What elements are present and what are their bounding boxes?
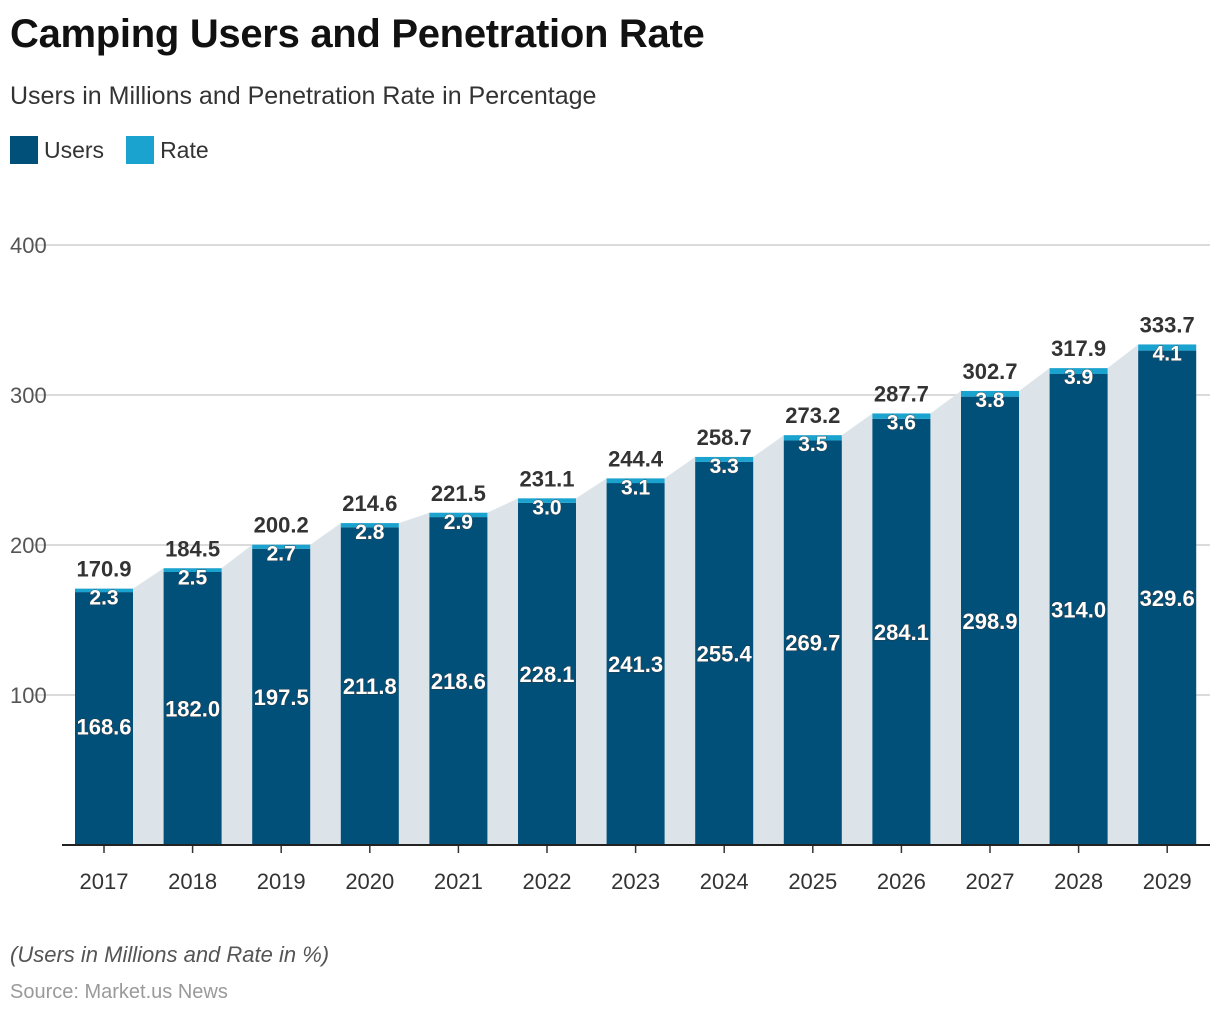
x-tick-label: 2023 [611, 869, 660, 894]
x-tick-label: 2024 [700, 869, 749, 894]
users-label: 329.6 [1140, 586, 1195, 611]
total-label: 258.7 [697, 425, 752, 450]
total-label: 333.7 [1140, 312, 1195, 337]
users-label: 228.1 [519, 662, 574, 687]
label-layer: 170.9 2.3 168.6 184.5 2.5 182.0 200.2 2.7 197.5 2… [76, 312, 1195, 740]
bar-rate [429, 512, 488, 518]
rate-label: 2.7 [267, 543, 296, 566]
users-label: 182.0 [165, 697, 220, 722]
total-label: 302.7 [962, 359, 1017, 384]
users-label: 168.6 [76, 715, 131, 740]
rate-label: 3.3 [710, 455, 739, 478]
bar-users [783, 440, 842, 845]
bar-users [429, 517, 488, 845]
x-tick-label: 2017 [80, 869, 129, 894]
bar-rate [518, 498, 576, 503]
users-label: 298.9 [962, 609, 1017, 634]
bar-users [961, 396, 1019, 845]
legend-label-users: Users [44, 136, 105, 163]
x-tick-label: 2027 [966, 869, 1015, 894]
bar-rate [961, 390, 1019, 397]
x-tick-label: 2020 [345, 869, 394, 894]
rate-label: 3.0 [532, 496, 561, 519]
x-tick-label: 2026 [877, 869, 926, 894]
bar-rate [606, 478, 665, 484]
users-label: 314.0 [1051, 598, 1106, 623]
bar-rate [340, 523, 399, 528]
users-label: 241.3 [608, 652, 663, 677]
bar-chart: 170.9 2.3 168.6 184.5 2.5 182.0 200.2 2.7 197.5 2… [10, 233, 1210, 894]
rate-label: 3.1 [621, 476, 651, 499]
x-tick-label: 2028 [1054, 869, 1103, 894]
legend: Users Rate [10, 136, 231, 164]
users-label: 197.5 [254, 685, 309, 710]
bar-users [518, 502, 576, 845]
legend-swatch-users [10, 136, 38, 164]
legend-label-rate: Rate [160, 136, 209, 163]
bar-rate [1138, 344, 1197, 351]
rate-label: 3.9 [1064, 366, 1093, 389]
bar-users [872, 418, 931, 845]
total-label: 200.2 [254, 513, 309, 538]
bar-rate [252, 544, 311, 549]
rate-label: 2.8 [355, 521, 385, 544]
legend-swatch-rate [126, 136, 155, 164]
x-tick-label: 2021 [434, 869, 483, 894]
x-tick-label: 2018 [168, 869, 217, 894]
y-tick-label: 200 [10, 533, 47, 558]
total-label: 244.4 [608, 446, 664, 471]
total-label: 287.7 [874, 381, 929, 406]
source-note: Source: Market.us News [10, 981, 228, 1003]
x-tick-label: 2022 [523, 869, 572, 894]
total-label: 214.6 [342, 491, 397, 516]
total-label: 184.5 [165, 536, 220, 561]
users-label: 269.7 [785, 631, 840, 656]
x-tick-label: 2029 [1143, 869, 1192, 894]
bar-rate [75, 588, 133, 593]
users-label: 284.1 [874, 620, 929, 645]
rate-label: 3.8 [975, 389, 1005, 412]
rate-label: 2.3 [89, 587, 118, 610]
total-label: 317.9 [1051, 336, 1106, 361]
total-label: 273.2 [785, 403, 840, 428]
bar-layer [75, 344, 1197, 845]
users-label: 255.4 [697, 641, 753, 666]
x-tick-label: 2025 [788, 869, 837, 894]
bar-rate [872, 413, 931, 419]
bar-users [252, 548, 311, 845]
x-tick-label: 2019 [257, 869, 306, 894]
bar-users [1138, 350, 1197, 845]
y-tick-label: 100 [10, 683, 47, 708]
axis-layer: 100 200 300 400 2017 2018 2019 2020 2021 2022 2023… [10, 233, 1210, 894]
y-tick-label: 400 [10, 233, 47, 258]
rate-label: 2.5 [178, 566, 208, 589]
users-label: 211.8 [343, 674, 397, 699]
bar-rate [695, 456, 754, 462]
bar-users [75, 592, 133, 845]
footnote: (Users in Millions and Rate in %) [10, 942, 330, 967]
total-label: 170.9 [76, 557, 131, 582]
legend-item-rate: Rate [126, 136, 209, 164]
bar-users [1049, 374, 1108, 845]
rate-label: 2.9 [444, 511, 473, 534]
rate-label: 3.5 [798, 433, 828, 456]
bar-rate [163, 568, 222, 572]
chart-title: Camping Users and Penetration Rate [10, 12, 705, 56]
total-label: 231.1 [519, 466, 574, 491]
bar-rate [783, 435, 842, 441]
rate-label: 3.6 [887, 411, 916, 434]
users-label: 218.6 [431, 669, 486, 694]
chart-subtitle: Users in Millions and Penetration Rate i… [10, 82, 597, 110]
bar-users [340, 527, 399, 845]
legend-item-users: Users [10, 136, 104, 164]
rate-label: 4.1 [1153, 342, 1183, 365]
total-label: 221.5 [431, 481, 486, 506]
bar-users [163, 572, 222, 845]
bar-users [606, 483, 665, 845]
bar-rate [1049, 368, 1108, 374]
y-tick-label: 300 [10, 383, 47, 408]
bar-users [695, 461, 754, 845]
